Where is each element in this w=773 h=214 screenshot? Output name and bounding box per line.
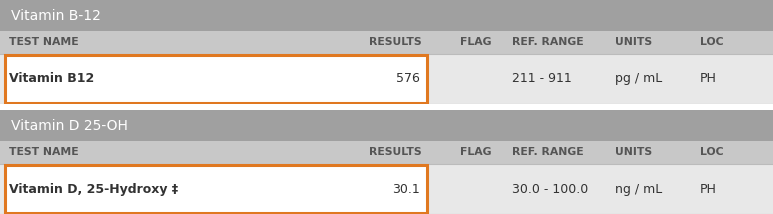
Text: RESULTS: RESULTS: [369, 147, 421, 157]
Text: pg / mL: pg / mL: [615, 72, 662, 85]
Text: REF. RANGE: REF. RANGE: [512, 147, 584, 157]
Text: Vitamin D 25-OH: Vitamin D 25-OH: [11, 119, 128, 133]
Text: 30.0 - 100.0: 30.0 - 100.0: [512, 183, 589, 196]
Bar: [5, 165, 427, 213]
Text: 30.1: 30.1: [392, 183, 420, 196]
Text: RESULTS: RESULTS: [369, 37, 421, 47]
Text: LOC: LOC: [700, 37, 724, 47]
Bar: [5, 55, 427, 103]
Text: FLAG: FLAG: [460, 37, 492, 47]
Bar: [0, 0, 773, 31]
Text: PH: PH: [700, 72, 717, 85]
Bar: [5, 55, 427, 103]
Text: PH: PH: [700, 183, 717, 196]
Text: Vitamin D, 25-Hydroxy ‡: Vitamin D, 25-Hydroxy ‡: [9, 183, 179, 196]
Text: TEST NAME: TEST NAME: [9, 37, 79, 47]
Bar: [0, 31, 773, 54]
Text: 576: 576: [396, 72, 420, 85]
Text: LOC: LOC: [700, 147, 724, 157]
Text: Vitamin B12: Vitamin B12: [9, 72, 94, 85]
Bar: [0, 104, 773, 110]
Text: TEST NAME: TEST NAME: [9, 147, 79, 157]
Text: UNITS: UNITS: [615, 37, 652, 47]
Text: REF. RANGE: REF. RANGE: [512, 37, 584, 47]
Text: FLAG: FLAG: [460, 147, 492, 157]
Bar: [0, 164, 773, 214]
Text: UNITS: UNITS: [615, 147, 652, 157]
Text: 211 - 911: 211 - 911: [512, 72, 572, 85]
Bar: [0, 54, 773, 104]
Text: Vitamin B-12: Vitamin B-12: [11, 9, 100, 22]
Bar: [0, 141, 773, 164]
Text: ng / mL: ng / mL: [615, 183, 662, 196]
Bar: [5, 165, 427, 213]
Bar: [0, 110, 773, 141]
